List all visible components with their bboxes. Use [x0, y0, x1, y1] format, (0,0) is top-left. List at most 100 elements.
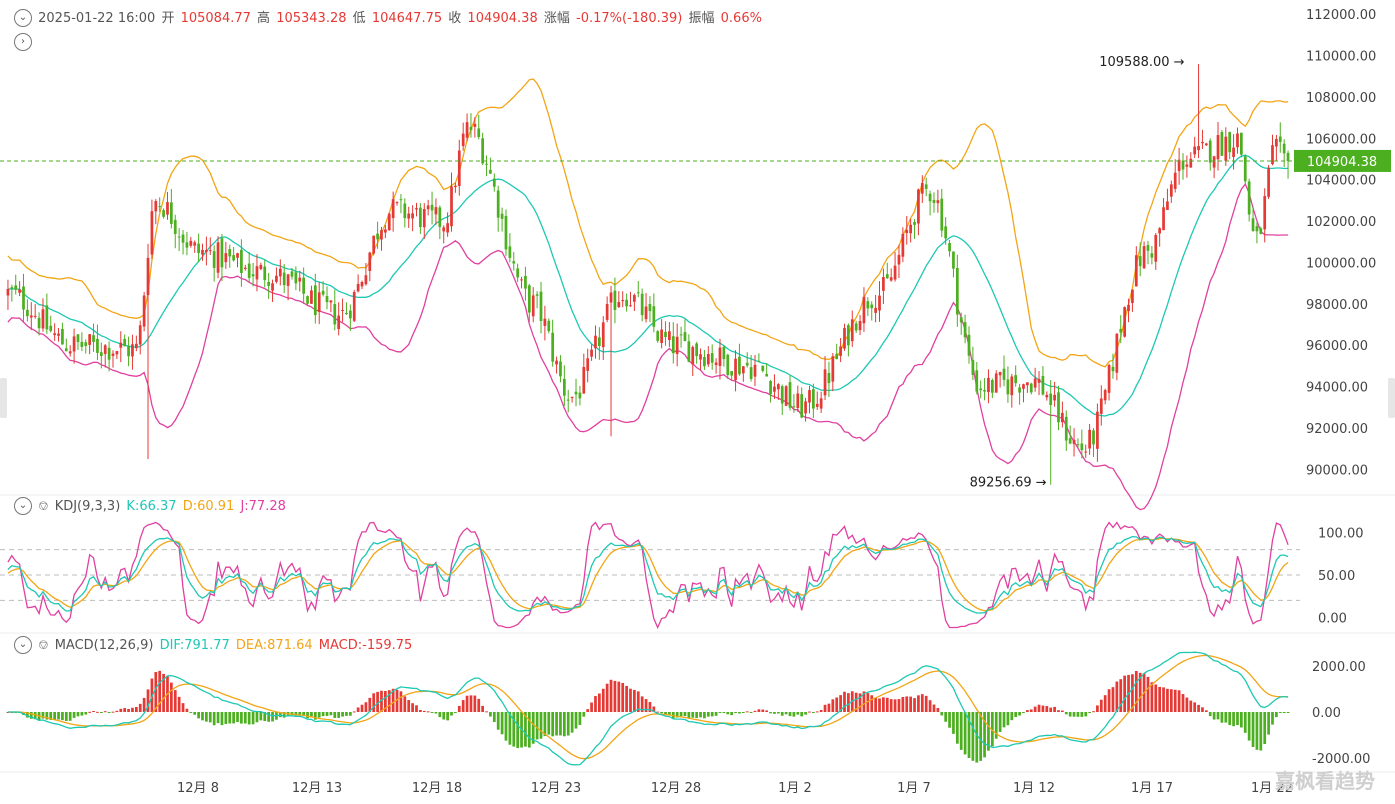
candle-body — [294, 272, 298, 284]
price-axis-tick: 92000.00 — [1306, 422, 1368, 437]
macd-histogram-bar — [570, 712, 574, 733]
macd-histogram-bar — [621, 683, 625, 712]
macd-histogram-bar — [298, 712, 302, 715]
candle-body — [520, 279, 523, 281]
macd-histogram-bar — [1002, 712, 1006, 728]
macd-histogram-bar — [652, 706, 656, 712]
candle-body — [738, 356, 741, 375]
candle-body — [1275, 138, 1278, 147]
candle-body — [306, 296, 309, 304]
collapse-kdj-icon[interactable]: ⌄ — [14, 497, 32, 515]
macd-histogram-bar — [1282, 712, 1286, 713]
candle-body — [870, 304, 874, 309]
price-axis-tick: 102000.00 — [1306, 215, 1376, 230]
macd-histogram-bar — [271, 712, 274, 722]
candle-body — [671, 336, 675, 354]
macd-histogram-bar — [1158, 686, 1162, 712]
candle-body — [990, 380, 994, 393]
candle-body — [1061, 412, 1064, 423]
macd-histogram-bar — [1212, 712, 1216, 720]
candle-body — [874, 307, 877, 313]
macd-histogram-bar — [839, 695, 842, 712]
macd-histogram-bar — [348, 712, 352, 716]
macd-histogram-bar — [481, 705, 484, 712]
candle-body — [232, 255, 235, 261]
candle-body — [1064, 416, 1068, 441]
macd-histogram-bar — [1146, 676, 1150, 712]
macd-histogram-bar — [1033, 706, 1037, 712]
date-axis-tick: 12月 8 — [177, 781, 219, 796]
expand-icon[interactable]: › — [14, 33, 32, 51]
macd-histogram-bar — [1103, 695, 1107, 712]
candle-body — [41, 309, 45, 329]
macd-histogram-bar — [376, 691, 379, 712]
candle-body — [1119, 328, 1123, 333]
candle-body — [850, 319, 854, 342]
macd-histogram-bar — [994, 712, 998, 739]
macd-histogram-bar — [1278, 712, 1282, 713]
macd-histogram-bar — [395, 689, 399, 712]
macd-histogram-bar — [419, 709, 422, 712]
candle-body — [310, 290, 313, 304]
candle-body — [566, 399, 570, 401]
macd-histogram-bar — [415, 705, 418, 712]
candle-body — [138, 325, 142, 345]
macd-histogram-bar — [134, 706, 138, 712]
candle-body — [555, 360, 558, 365]
candle-body — [617, 301, 621, 308]
macd-histogram-bar — [1236, 712, 1239, 726]
macd-histogram-bar — [831, 699, 835, 712]
price-axis-tick: 96000.00 — [1306, 339, 1368, 354]
collapse-macd-icon[interactable]: ⌄ — [14, 636, 32, 654]
bell-icon[interactable]: ⎊ — [38, 637, 49, 653]
macd-histogram-bar — [504, 712, 508, 741]
macd-histogram-bar — [387, 690, 391, 712]
macd-histogram-bar — [1119, 679, 1123, 712]
right-panel-handle[interactable] — [1388, 378, 1395, 418]
candle-body — [154, 201, 158, 212]
left-panel-handle[interactable] — [0, 378, 7, 418]
candle-body — [979, 388, 983, 391]
macd-histogram-bar — [812, 712, 815, 713]
macd-histogram-bar — [1045, 706, 1049, 712]
candle-body — [142, 295, 146, 327]
candle-body — [337, 315, 341, 330]
macd-histogram-bar — [687, 712, 691, 719]
candle-body — [68, 351, 72, 354]
macd-histogram-bar — [889, 699, 893, 712]
macd-histogram-bar — [111, 711, 115, 713]
macd-histogram-bar — [216, 712, 220, 724]
candle-body — [1127, 304, 1130, 312]
macd-histogram-bar — [870, 695, 874, 712]
macd-histogram-bar — [917, 695, 920, 712]
candle-body — [1111, 366, 1115, 372]
candle-body — [734, 358, 737, 381]
open-value: 105084.77 — [180, 10, 251, 26]
candle-body — [862, 296, 866, 324]
candle-body — [1131, 289, 1134, 304]
candle-body — [885, 274, 889, 279]
candle-body — [496, 190, 500, 218]
open-label: 开 — [161, 10, 175, 26]
macd-histogram-bar — [843, 691, 846, 712]
candle-body — [469, 127, 473, 131]
candle-body — [1072, 439, 1076, 444]
macd-histogram-bar — [1068, 712, 1072, 717]
candle-body — [201, 249, 204, 255]
candle-body — [562, 378, 566, 396]
candle-body — [889, 277, 893, 281]
candle-body — [88, 334, 92, 345]
macd-histogram-bar — [990, 712, 994, 747]
collapse-icon[interactable]: ⌄ — [14, 9, 32, 27]
candle-body — [804, 401, 807, 414]
macd-histogram-bar — [391, 688, 395, 712]
candle-body — [699, 354, 702, 360]
candle-body — [321, 290, 325, 295]
macd-histogram-bar — [640, 696, 644, 712]
candle-body — [403, 203, 407, 219]
candle-body — [955, 268, 959, 315]
candle-body — [854, 323, 858, 331]
price-axis-tick: 98000.00 — [1306, 298, 1368, 313]
bell-icon[interactable]: ⎊ — [38, 498, 49, 514]
